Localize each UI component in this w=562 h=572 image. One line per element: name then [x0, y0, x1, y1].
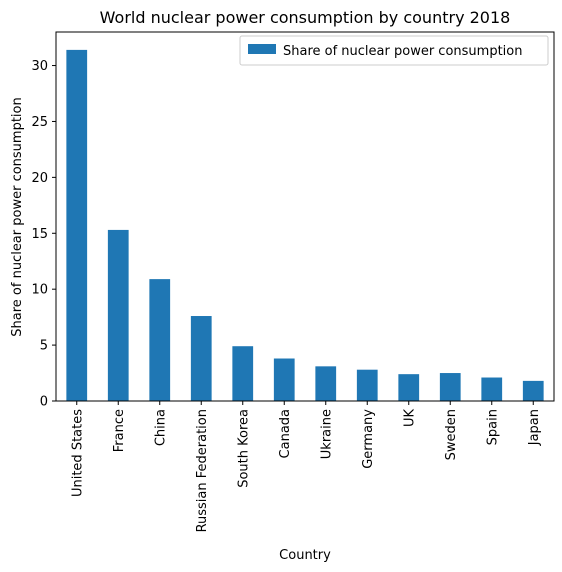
x-tick-label: Sweden — [444, 409, 459, 460]
x-tick-label: Japan — [527, 409, 542, 446]
x-tick-label: China — [153, 409, 168, 446]
y-axis-label: Share of nuclear power consumption — [10, 97, 25, 336]
bar-canada — [273, 358, 295, 401]
chart-title: World nuclear power consumption by count… — [100, 8, 511, 27]
bar-united-states — [66, 49, 88, 402]
bar-france — [107, 229, 129, 401]
x-tick-label: Russian Federation — [195, 409, 210, 532]
x-axis-label: Country — [279, 548, 331, 563]
y-tick-label: 5 — [40, 339, 48, 354]
y-tick-label: 0 — [40, 395, 48, 410]
x-tick-label: France — [112, 409, 127, 452]
legend-swatch — [248, 44, 276, 54]
bar-south-korea — [232, 346, 254, 401]
legend: Share of nuclear power consumption — [239, 35, 549, 66]
bar-germany — [356, 369, 378, 401]
x-tick-label: UK — [402, 409, 417, 428]
y-tick-label: 10 — [31, 283, 48, 298]
legend-label: Share of nuclear power consumption — [283, 44, 522, 59]
bar-china — [149, 279, 171, 401]
x-tick-label: Germany — [361, 409, 376, 469]
y-tick-label: 30 — [31, 59, 48, 74]
x-tick-label: Spain — [485, 409, 500, 445]
y-tick-label: 25 — [31, 115, 48, 130]
y-tick-label: 20 — [31, 171, 48, 186]
bar-russian-federation — [190, 316, 212, 401]
x-tick-label: Ukraine — [319, 409, 334, 459]
axes-frame — [55, 31, 555, 402]
plot-area: 0 5 10 15 20 25 30 United States France China Russ… — [31, 31, 555, 532]
x-tick-label: Canada — [278, 409, 293, 458]
legend-box — [239, 35, 549, 66]
bar-ukraine — [315, 366, 337, 401]
y-tick-label: 15 — [31, 227, 48, 242]
x-tick-label: United States — [70, 409, 85, 497]
bar-japan — [522, 380, 544, 401]
x-tick-label: South Korea — [236, 409, 251, 488]
bar-uk — [398, 374, 420, 401]
bar-spain — [481, 377, 503, 401]
bar-sweden — [439, 373, 461, 401]
